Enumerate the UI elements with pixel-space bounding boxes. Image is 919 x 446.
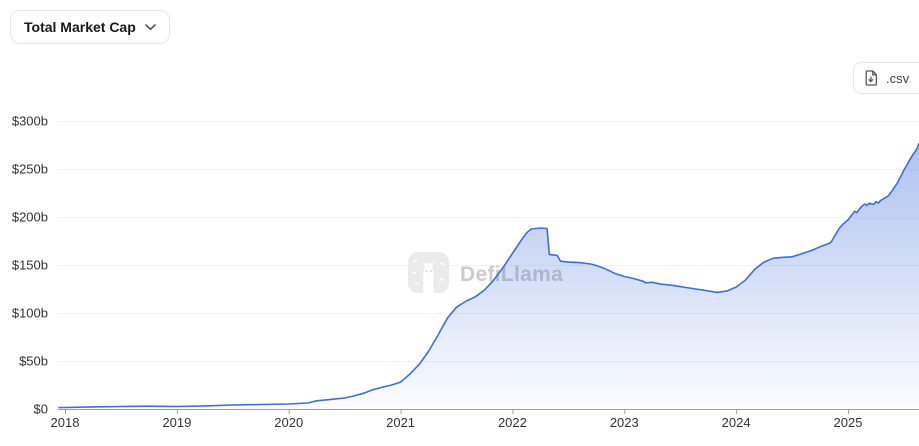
y-axis-label: $0 — [34, 402, 48, 417]
series-total-market-cap — [58, 142, 919, 409]
y-axis-label: $50b — [19, 354, 48, 369]
metric-dropdown[interactable]: Total Market Cap — [10, 10, 170, 44]
x-axis-label: 2023 — [610, 415, 639, 430]
x-axis-label: 2019 — [162, 415, 191, 430]
y-axis-label: $100b — [12, 306, 48, 321]
x-axis-label: 2021 — [386, 415, 415, 430]
download-csv-button[interactable]: .csv — [853, 62, 919, 94]
defillama-logo-icon — [408, 252, 449, 293]
download-csv-icon — [865, 70, 878, 86]
y-axis-label: $300b — [12, 114, 48, 129]
metric-dropdown-label: Total Market Cap — [24, 19, 136, 35]
x-axis-label: 2020 — [274, 415, 303, 430]
x-axis-label: 2025 — [834, 415, 863, 430]
x-axis-label: 2018 — [51, 415, 80, 430]
series-line — [58, 142, 919, 409]
y-axis-label: $150b — [12, 258, 48, 273]
download-csv-label: .csv — [886, 70, 910, 86]
axes: 2018 2019 2020 2021 2022 2023 2024 2025 $0 $50b $1… — [12, 114, 919, 430]
y-axis-label: $250b — [12, 162, 48, 177]
y-axis-label: $200b — [12, 210, 48, 225]
chevron-down-icon — [144, 23, 156, 30]
area-fill — [58, 143, 919, 409]
x-axis-label: 2022 — [498, 415, 527, 430]
x-axis-label: 2024 — [722, 415, 751, 430]
